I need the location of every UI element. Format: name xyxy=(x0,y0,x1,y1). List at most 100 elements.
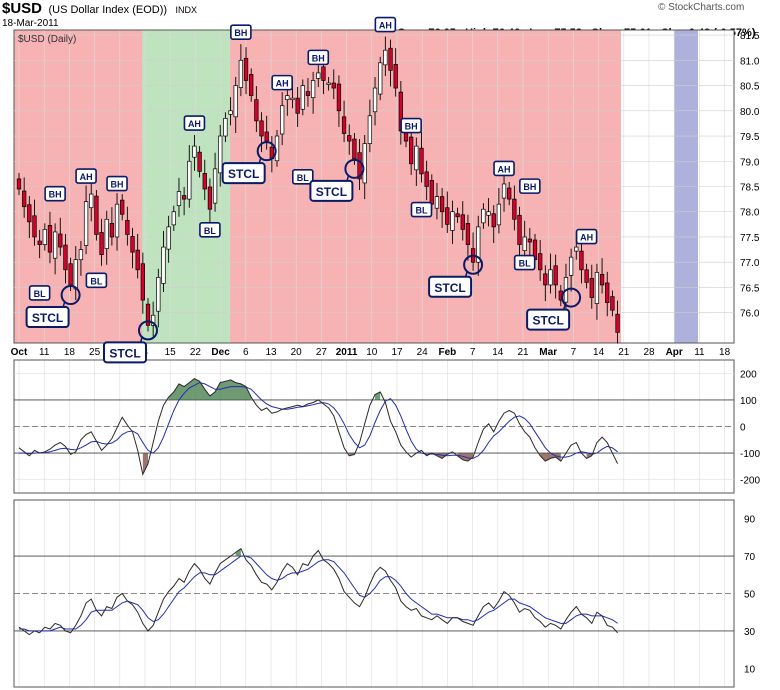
candle-down xyxy=(352,138,357,160)
candle-down xyxy=(109,223,115,238)
candle-down xyxy=(512,198,517,220)
x-tick-label: 28 xyxy=(643,347,655,358)
header-title-row: $USD (US Dollar Index (EOD)) INDX xyxy=(2,0,197,18)
tag-label: AH xyxy=(580,233,593,243)
tag-box xyxy=(400,117,422,134)
header-date: 18-Mar-2011 xyxy=(2,18,59,29)
x-tick-label: Feb xyxy=(439,347,457,358)
candle-down xyxy=(579,250,584,271)
cci-oversold-fill xyxy=(142,453,148,475)
candle-down xyxy=(68,263,73,286)
price-tick-label: 79.5 xyxy=(740,132,760,143)
tag-label: BH xyxy=(234,28,247,38)
osc-tick-label: 30 xyxy=(744,627,756,638)
candle-up xyxy=(104,218,109,249)
tag-label: AH xyxy=(188,119,201,129)
tag-box xyxy=(493,160,515,177)
x-tick-label: 24 xyxy=(417,347,429,358)
candle-down xyxy=(37,240,42,245)
stcl-circle xyxy=(463,254,484,275)
x-tick-label: 25 xyxy=(89,347,101,358)
candle-down xyxy=(202,173,207,190)
candle-up xyxy=(501,183,507,199)
x-tick-label: Mar xyxy=(539,347,557,358)
symbol-name: (US Dollar Index (EOD)) xyxy=(48,4,168,16)
candle-up xyxy=(233,85,238,118)
x-tick-label: 18 xyxy=(64,347,76,358)
candle-down xyxy=(130,236,135,253)
x-tick-label: 11 xyxy=(694,347,705,358)
osc-tick-label: 10 xyxy=(744,664,756,675)
candle-down xyxy=(336,83,342,112)
x-tick-label: 13 xyxy=(265,347,277,358)
tag-box xyxy=(307,49,330,66)
x-tick-label: 14 xyxy=(593,347,605,358)
candle-down xyxy=(58,233,63,248)
watermark: © StockCharts.com xyxy=(658,2,745,13)
tag-label: BL xyxy=(519,259,531,269)
symbol-label: $USD xyxy=(2,0,43,17)
candle-up xyxy=(52,231,58,259)
tag-label: BL xyxy=(90,276,102,286)
x-tick-label: 6 xyxy=(243,347,249,358)
candle-up xyxy=(481,208,486,224)
candle-up xyxy=(166,226,171,250)
candle-up xyxy=(476,226,481,263)
candle-down xyxy=(393,63,398,89)
cci-tick-label: -200 xyxy=(740,476,760,487)
candle-down xyxy=(599,273,605,286)
price-tick-label: 77.5 xyxy=(740,233,760,244)
x-tick-label: 14 xyxy=(492,347,504,358)
tag-box xyxy=(291,168,314,185)
stcl-box xyxy=(25,306,70,329)
candle-down xyxy=(347,135,352,142)
candle-down xyxy=(429,180,434,205)
price-tick-label: 78.0 xyxy=(740,208,760,219)
tag-label: BL xyxy=(204,226,216,236)
candle-down xyxy=(249,74,254,96)
candle-down xyxy=(47,225,53,253)
x-tick-label: 7 xyxy=(470,347,476,358)
candle-down xyxy=(197,151,202,172)
candle-down xyxy=(439,196,445,213)
tag-box xyxy=(374,16,397,33)
candle-down xyxy=(32,215,37,238)
x-tick-label: 27 xyxy=(316,347,328,358)
stcl-circle xyxy=(60,285,81,306)
osc-average-line xyxy=(19,555,618,632)
candle-down xyxy=(63,244,68,271)
tag-box xyxy=(575,228,598,245)
candle-up xyxy=(212,168,218,204)
candle-up xyxy=(78,249,84,261)
x-tick-label: Apr xyxy=(666,347,683,358)
osc-line xyxy=(18,547,618,636)
candle-down xyxy=(120,199,125,215)
candle-up xyxy=(367,115,373,144)
x-tick-label: 11 xyxy=(39,347,50,358)
candle-down xyxy=(584,269,589,283)
candle-down xyxy=(140,263,145,301)
candle-up xyxy=(89,193,94,209)
tag-box xyxy=(199,221,221,238)
candle-up xyxy=(223,117,228,137)
candle-down xyxy=(125,219,130,235)
cci-tick-label: 200 xyxy=(740,369,757,380)
tag-label: BH xyxy=(523,182,536,192)
candle-down xyxy=(22,190,27,208)
stcl-label: STCL xyxy=(316,185,347,199)
candle-down xyxy=(527,238,532,243)
candle-down xyxy=(135,249,140,271)
panel-label: $USD (Daily) xyxy=(18,34,76,45)
x-tick-label: Oct xyxy=(11,347,28,358)
tag-label: BH xyxy=(405,122,418,132)
candle-down xyxy=(243,57,249,81)
candle-down xyxy=(321,66,326,81)
candle-up xyxy=(156,277,161,312)
candle-down xyxy=(445,207,450,225)
x-tick-label: 7 xyxy=(571,347,577,358)
candle-up xyxy=(300,85,305,110)
candle-down xyxy=(538,253,543,271)
candle-up xyxy=(548,269,553,286)
